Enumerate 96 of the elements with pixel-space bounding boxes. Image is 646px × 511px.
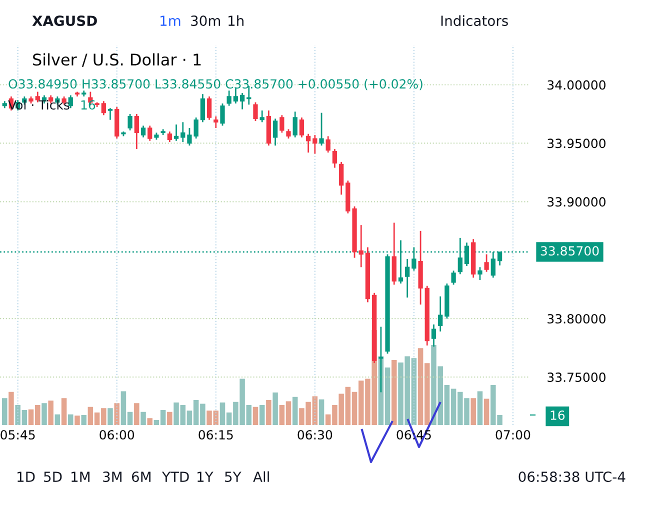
bar: [8, 392, 14, 425]
y-tick-label: 33.95000: [548, 138, 606, 148]
bar: [42, 403, 47, 425]
candlestick: [233, 88, 238, 104]
candlestick: [220, 102, 225, 126]
y-tick-label: 34.00000: [548, 80, 606, 90]
bar: [54, 414, 60, 425]
text: 1Y: [198, 472, 214, 482]
bar: [108, 408, 113, 425]
text: YTD: [162, 472, 189, 482]
candlestick: [194, 116, 198, 140]
text: Indicators: [441, 15, 508, 26]
bar: [61, 398, 67, 425]
candlestick: [286, 128, 291, 140]
candlestick: [240, 92, 245, 110]
bar: [134, 403, 140, 425]
candlestick: [326, 136, 330, 154]
bar: [266, 400, 272, 425]
bar: [114, 403, 120, 425]
candlestick: [319, 112, 324, 146]
candlestick: [174, 124, 179, 142]
candlestick: [306, 133, 311, 154]
candlestick: [180, 121, 186, 143]
y-tick-label: 33.75000: [548, 372, 606, 382]
text: 5D: [44, 472, 62, 482]
bar: [470, 398, 476, 425]
bar: [272, 392, 278, 425]
candlestick: [134, 113, 139, 150]
candlestick: [226, 90, 232, 106]
x-tick-label: 07:00: [496, 430, 530, 440]
bar: [484, 398, 490, 425]
candlestick: [299, 116, 304, 138]
bar: [2, 398, 8, 425]
candlestick: [128, 113, 132, 132]
candlestick: [206, 96, 212, 121]
chart-title: Silver / U.S. Dollar · 1: [33, 53, 201, 67]
text: 1m: [160, 16, 180, 26]
annotation: 16: [81, 100, 96, 110]
x-tick-label: 05:45: [0, 430, 35, 440]
candlestick: [200, 93, 206, 123]
candlestick: [108, 107, 113, 121]
candlestick: [405, 258, 410, 298]
bar: [392, 360, 397, 425]
candlestick: [438, 296, 443, 332]
x-tick-label: 06:00: [100, 430, 134, 440]
candlestick: [148, 124, 152, 142]
x-tick-label: 06:30: [298, 430, 332, 440]
candlestick: [339, 161, 344, 196]
y-tick-label: 33.90000: [548, 197, 606, 207]
candlestick: [140, 124, 146, 138]
text: 06:58:38 UTC-4: [518, 472, 626, 482]
candlestick: [214, 116, 218, 129]
candlestick: [187, 127, 192, 146]
candlestick: [280, 114, 284, 134]
text: 1h: [228, 15, 244, 26]
candlestick: [68, 94, 73, 109]
y2-tick-label: 16: [550, 410, 565, 420]
bar: [259, 405, 265, 425]
x-tick-label: 06:15: [198, 430, 233, 440]
bar: [74, 416, 80, 425]
candlestick: [253, 102, 258, 122]
annotation: Vol · Ticks: [8, 100, 70, 110]
candlestick: [358, 224, 364, 268]
bar: [81, 415, 86, 425]
candlestick: [101, 100, 106, 116]
text: 1M: [72, 472, 90, 482]
text: 6M: [132, 472, 150, 482]
bar: [477, 391, 483, 425]
y-tick-label: 33.80000: [548, 314, 606, 324]
text: O33.84950 H33.85700 L33.84550 C33.85700 +0.00550 (+0.02%): [8, 78, 422, 90]
bar: [292, 396, 298, 425]
candlestick: [312, 134, 318, 154]
bar: [252, 406, 258, 425]
candlestick: [431, 324, 436, 348]
candlestick: [260, 110, 264, 123]
candlestick: [332, 148, 338, 168]
candlestick: [292, 110, 298, 138]
bar: [147, 418, 152, 425]
bar: [48, 400, 54, 425]
text: 3M: [103, 472, 122, 482]
bar: [318, 399, 324, 425]
candlestick: [484, 254, 489, 273]
text: All: [253, 471, 269, 482]
text: 30m: [191, 16, 220, 26]
bar: [140, 412, 146, 425]
candlestick: [478, 266, 482, 281]
candlestick: [167, 130, 172, 143]
candlestick: [35, 91, 40, 103]
text: XAGUSD: [32, 16, 97, 26]
bar: [167, 412, 172, 425]
text: 5Y: [225, 472, 242, 482]
candlestick: [272, 118, 278, 146]
candlestick: [451, 270, 456, 286]
text: 1D: [18, 472, 35, 482]
ref-line-label: 33.85700: [540, 246, 599, 256]
bar: [68, 414, 74, 425]
